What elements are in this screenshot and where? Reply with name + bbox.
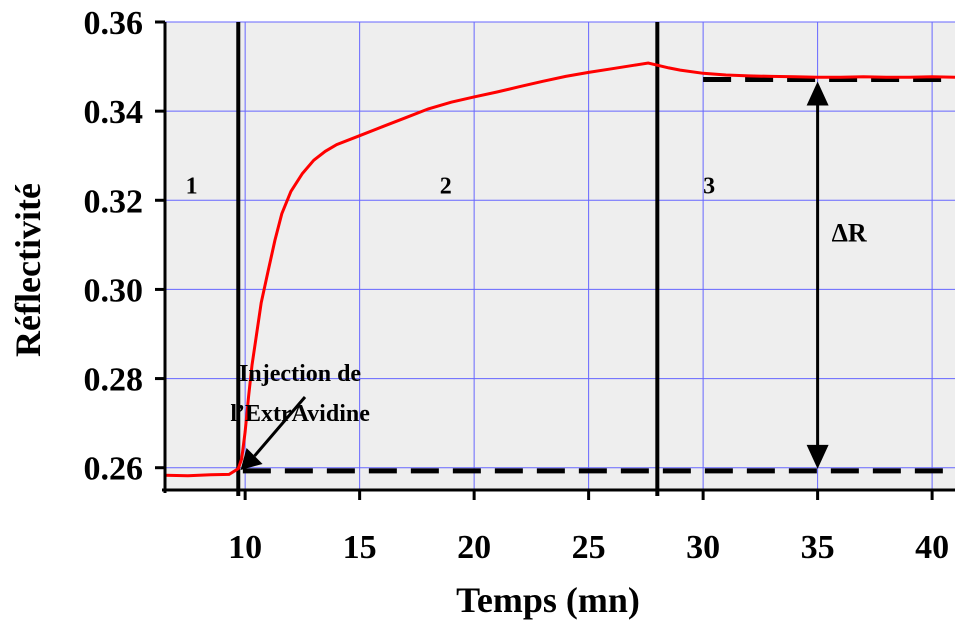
- reflectivity-series-line: [164, 61, 955, 478]
- x-tick-label: 10: [228, 529, 262, 566]
- injection-arrow-shaft: [253, 396, 307, 457]
- grid: [165, 21, 955, 490]
- y-tick-label: 0.36: [84, 5, 144, 42]
- injection-annotation-line: Injection de: [239, 361, 361, 387]
- region-label-1: 1: [186, 174, 198, 200]
- region-label-2: 2: [440, 174, 452, 200]
- delta-r-arrow-head-bottom: [806, 444, 829, 469]
- x-tick-label: 35: [801, 529, 835, 566]
- x-tick-labels: 10 15 20 25 30 35 40: [228, 490, 949, 566]
- x-tick-label: 15: [343, 529, 377, 566]
- x-tick-label: 20: [457, 529, 491, 566]
- injection-arrow-head: [240, 447, 263, 470]
- annotations: Injection de l’ExtrAvidine ΔR: [230, 81, 867, 470]
- x-axis-title: Temps (mn): [456, 580, 640, 620]
- delta-r-arrow-head-top: [806, 81, 829, 106]
- y-tick-label: 0.34: [84, 94, 144, 131]
- region-label-3: 3: [703, 174, 715, 200]
- y-tick-label: 0.26: [84, 451, 144, 488]
- injection-lines: [236, 22, 660, 496]
- y-axis-title: Réflectivité: [8, 183, 48, 357]
- y-tick-label: 0.30: [84, 272, 144, 309]
- region-labels: 1 2 3: [186, 174, 716, 200]
- y-tick-label: 0.32: [84, 183, 144, 220]
- injection-annotation-line: l’ExtrAvidine: [230, 401, 370, 427]
- y-tick-label: 0.28: [84, 362, 144, 399]
- delta-r-label: ΔR: [832, 219, 867, 248]
- baseline-dashes: [242, 76, 955, 474]
- x-tick-label: 25: [572, 529, 606, 566]
- x-tick-label: 30: [686, 529, 720, 566]
- y-tick-labels: 0.26 0.28 0.30 0.32 0.34 0.36: [84, 5, 165, 488]
- x-tick-label: 40: [915, 529, 949, 566]
